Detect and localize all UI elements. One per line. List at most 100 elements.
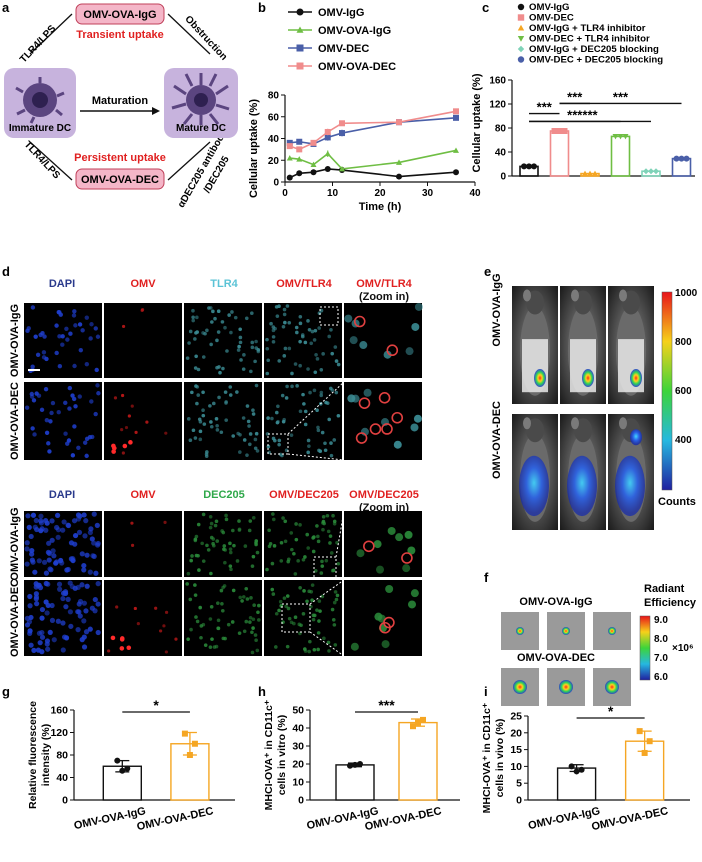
d-cell-dot [194, 615, 198, 619]
d-cell-dot [265, 432, 270, 436]
d-cell-dot [57, 363, 63, 369]
d-cell-dot [40, 330, 45, 336]
panel-letter-i: i [484, 684, 488, 699]
d-cell-dot [309, 341, 314, 346]
d-cell-dot [255, 648, 260, 653]
d-cell-dot [24, 615, 30, 621]
d-cell-dot [300, 334, 305, 339]
d-cell-dot [296, 559, 300, 563]
c-bar-point [582, 170, 588, 176]
d-cell-dot [124, 425, 129, 430]
d-cell-dot [83, 518, 89, 524]
d-cell-dot [30, 364, 35, 369]
d-cell-dot [59, 560, 65, 566]
e-mouse-ear [571, 417, 579, 430]
d-cell-dot [24, 540, 30, 546]
x-category-label: OMV-OVA-DEC [136, 805, 215, 833]
d-cell-dot [293, 362, 298, 366]
d-cell-dot [82, 533, 88, 539]
d-cell-dot [247, 424, 251, 428]
d-zoom-cell [355, 432, 368, 444]
b-point [339, 165, 345, 172]
d-cell-dot [194, 553, 199, 558]
d-cell-dot [238, 450, 242, 454]
y-tick-label: 10 [510, 761, 522, 773]
e-signal [567, 455, 597, 517]
f-cell-tile [547, 612, 585, 650]
panel-f-ivis-cells: OMV-OVA-IgG OMV-OVA-DEC Radiant Efficien… [501, 583, 697, 706]
c-bar-group [641, 168, 661, 177]
d-cell-dot [225, 349, 229, 353]
d-cell-dot [47, 449, 52, 454]
d-cell-dot [250, 564, 255, 568]
d-cell-dot [313, 568, 318, 573]
d-cell-dot [63, 400, 68, 406]
d-cell-dot [81, 634, 87, 640]
panel-f-scale-title-1: Radiant [644, 583, 685, 595]
d-cell-dot [186, 637, 190, 641]
d-cell-dot [253, 437, 258, 442]
data-point [124, 765, 131, 772]
maturation-label: Maturation [92, 95, 149, 107]
d-cell-dot [271, 517, 276, 522]
d-cell-dot [254, 542, 258, 547]
d-cell-dot [130, 521, 134, 525]
c-bar-point [683, 155, 690, 162]
c-y-tick-label: 80 [495, 124, 507, 135]
d-cell-dot [201, 512, 206, 517]
d-cell-dot [332, 600, 337, 605]
d-cell-dot [44, 520, 50, 526]
f-cell-tile [593, 612, 631, 650]
d-cell-dot [46, 540, 52, 546]
d-cell-dot [95, 383, 100, 388]
d-cell-dot [334, 597, 339, 602]
d-cell-dot [232, 543, 236, 548]
d-cell-dot [215, 338, 219, 343]
d-cell-dot [64, 567, 70, 573]
bar-group [556, 763, 597, 801]
c-bar-point [622, 134, 629, 140]
d-cell-dot [191, 318, 196, 323]
d-cell-dot [210, 637, 214, 641]
d-cell-dot [89, 536, 95, 542]
d-cell-dot [295, 330, 299, 335]
d-cell-dot [306, 438, 311, 443]
x-category-label: OMV-OVA-DEC [590, 805, 669, 833]
d-cell-dot [251, 412, 256, 416]
c-bar-point [678, 155, 685, 162]
c-bar-point [561, 128, 568, 134]
d-cell-dot [333, 643, 338, 647]
d-cell-dot [235, 390, 239, 394]
d-cell-dot [277, 442, 281, 447]
f-cell-tile [501, 612, 539, 650]
d-cell-dot [242, 438, 247, 442]
d-cell-dot [290, 384, 294, 389]
d-cell-dot [140, 308, 144, 313]
d-omv-dot [119, 637, 125, 642]
y-tick-label: 5 [516, 778, 522, 790]
panel-c-axes: 0 40 80 120 160 Cellular uptake (%) [471, 73, 695, 183]
line-tr [167, 13, 211, 55]
b-y-tick-label: 80 [268, 91, 280, 102]
panel-e-color-scale [661, 291, 673, 491]
d-cell-dot [76, 445, 81, 450]
c-bar-point [556, 128, 563, 134]
d-cell-dot [82, 440, 88, 445]
d-cell-dot [216, 601, 220, 605]
panel-d-row-labels: OMV-OVA-IgGOMV-OVA-DECOMV-OVA-IgGOMV-OVA… [9, 304, 21, 657]
d-cell-dot [313, 328, 318, 333]
d-tile [24, 303, 102, 378]
b-point [396, 159, 402, 165]
d-cell-dot [195, 330, 199, 334]
d-zoom-line [309, 579, 345, 605]
d-cell-dot [215, 539, 220, 543]
b-legend-marker [296, 26, 304, 33]
c-y-tick-label: 120 [489, 100, 506, 111]
d-cell-dot [54, 512, 61, 518]
e-mouse-tile [608, 286, 654, 404]
d-cell-dot [251, 554, 256, 559]
d-cell-dot [307, 328, 312, 332]
panel-letter-e: e [484, 264, 491, 279]
d-cell-dot [359, 341, 368, 350]
d-cell-dot [254, 339, 258, 344]
